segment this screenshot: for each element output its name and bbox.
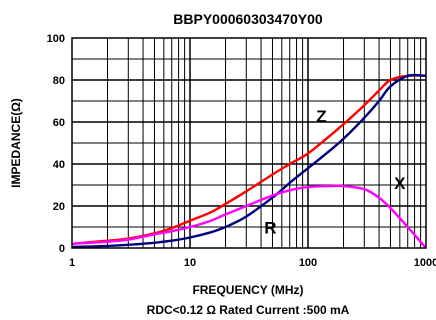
x-tick-label: 10 xyxy=(184,257,196,269)
curves xyxy=(71,73,427,249)
x-tick-label: 100 xyxy=(299,257,317,269)
chart-title: BBPY00060303470Y00 xyxy=(173,11,323,27)
y-axis-label: IMPEDANCE(Ω) xyxy=(9,98,23,188)
y-tick-label: 0 xyxy=(59,243,65,255)
curve-label-x: X xyxy=(394,174,406,193)
series-x-line xyxy=(71,184,427,249)
plot-frame xyxy=(71,37,427,249)
grid xyxy=(72,38,426,248)
series-r-line xyxy=(71,73,427,249)
y-tick-label: 20 xyxy=(53,201,65,213)
y-tick-label: 80 xyxy=(53,75,65,87)
y-tick-label: 60 xyxy=(53,117,65,129)
x-tick-label: 1000 xyxy=(414,257,436,269)
y-tick-labels: 0 20 40 60 80 100 xyxy=(47,33,65,255)
curve-labels: Z R X xyxy=(264,107,406,237)
y-tick-label: 40 xyxy=(53,159,65,171)
curve-label-r: R xyxy=(264,218,276,237)
x-tick-labels: 1 10 100 1000 xyxy=(69,257,436,269)
curve-label-z: Z xyxy=(316,107,326,126)
x-tick-label: 1 xyxy=(69,257,75,269)
x-axis-label: FREQUENCY (MHz) xyxy=(192,283,303,297)
rating-note: RDC<0.12 Ω Rated Current :500 mA xyxy=(147,303,350,317)
y-tick-label: 100 xyxy=(47,33,65,45)
